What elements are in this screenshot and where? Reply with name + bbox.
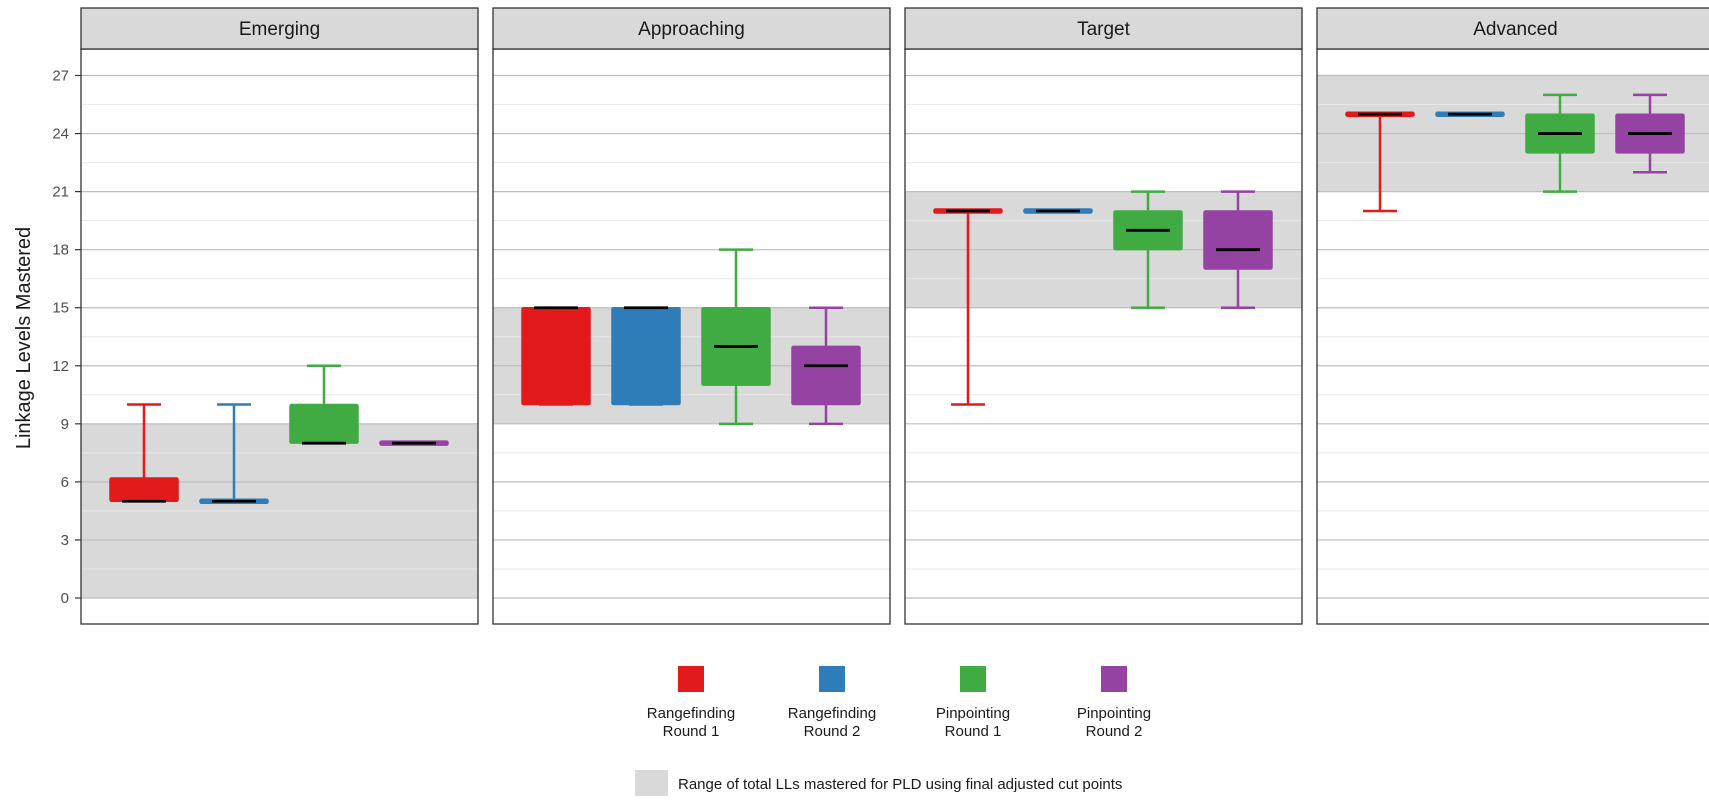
facet-strip: [904, 7, 1303, 50]
legend-swatch: [960, 666, 986, 692]
box-target-series-2: [1023, 208, 1093, 214]
box-approaching-series-1: [521, 306, 591, 406]
facet-label: Advanced: [1473, 19, 1558, 40]
legend-label: Pinpointing Round 2: [1077, 705, 1151, 740]
legend-band-swatch: [635, 770, 668, 796]
y-tick-label: 21: [52, 184, 69, 201]
legend-item-series-2: Rangefinding Round 2: [788, 666, 876, 740]
facet-strip: [80, 7, 479, 50]
legend-label: Pinpointing Round 1: [936, 705, 1010, 740]
box-approaching-series-3: [701, 248, 771, 426]
box-target-series-4: [1203, 190, 1273, 309]
box-advanced-series-2: [1435, 111, 1505, 117]
y-tick-label: 18: [52, 242, 69, 259]
box-emerging-series-1: [109, 403, 179, 503]
facet-strip: [492, 7, 891, 50]
y-tick-label: 12: [52, 358, 69, 375]
legend-swatch: [678, 666, 704, 692]
facet-label: Target: [1077, 19, 1131, 40]
legend-label-line: Round 1: [945, 723, 1002, 740]
panel-target: Target: [904, 7, 1303, 625]
box-emerging-series-4: [379, 440, 449, 446]
box-emerging-series-2: [199, 403, 269, 504]
legend-label-line: Round 1: [663, 723, 720, 740]
y-tick-label: 27: [52, 68, 69, 85]
facet-strip: [1316, 7, 1709, 50]
panel-approaching: Approaching: [492, 7, 891, 625]
legend-item-series-3: Pinpointing Round 1: [936, 666, 1010, 740]
box-approaching-series-2: [611, 306, 681, 406]
legend-label-line: Rangefinding: [788, 705, 876, 722]
facet-label: Approaching: [638, 19, 745, 40]
y-tick-label: 9: [61, 416, 69, 433]
y-tick-label: 15: [52, 300, 69, 317]
legend-label: Rangefinding Round 2: [788, 705, 876, 740]
panel-advanced: Advanced: [1316, 7, 1709, 625]
panels-layer: Emerging Approaching Target Advanced: [80, 7, 1709, 625]
y-tick-label: 3: [61, 532, 69, 549]
box-body: [1203, 210, 1273, 270]
box-approaching-series-4: [791, 306, 861, 426]
y-axis: 0 3 6 9 12 15 18 21 24 27: [52, 68, 81, 607]
legend-label-line: Pinpointing: [936, 705, 1010, 722]
legend-label-line: Pinpointing: [1077, 705, 1151, 722]
legend-label-line: Round 2: [804, 723, 861, 740]
box-emerging-series-3: [289, 364, 359, 445]
box-body: [521, 306, 591, 406]
y-tick-label: 6: [61, 474, 69, 491]
legend-band-label: Range of total LLs mastered for PLD usin…: [678, 776, 1122, 793]
legend-swatch: [1101, 666, 1127, 692]
box-body: [791, 345, 861, 406]
box-body: [289, 403, 359, 444]
legend-label: Rangefinding Round 1: [647, 705, 735, 740]
facet-label: Emerging: [239, 19, 320, 40]
box-target-series-1: [933, 208, 1003, 406]
legend-item-series-4: Pinpointing Round 2: [1077, 666, 1151, 740]
y-tick-label: 24: [52, 126, 69, 143]
panel-emerging: Emerging: [80, 7, 479, 625]
y-tick-label: 0: [61, 590, 69, 607]
box-body: [109, 477, 179, 502]
legend-label-line: Round 2: [1086, 723, 1143, 740]
legend-label-line: Rangefinding: [647, 705, 735, 722]
box-advanced-series-1: [1345, 111, 1415, 213]
box-body: [611, 306, 681, 406]
box-target-series-3: [1113, 190, 1183, 309]
box-advanced-series-4: [1615, 93, 1685, 174]
box-advanced-series-3: [1525, 93, 1595, 193]
legend-item-band: Range of total LLs mastered for PLD usin…: [635, 770, 1122, 796]
legend-swatch: [819, 666, 845, 692]
legend-item-series-1: Rangefinding Round 1: [647, 666, 735, 740]
y-axis-title: Linkage Levels Mastered: [13, 227, 35, 449]
